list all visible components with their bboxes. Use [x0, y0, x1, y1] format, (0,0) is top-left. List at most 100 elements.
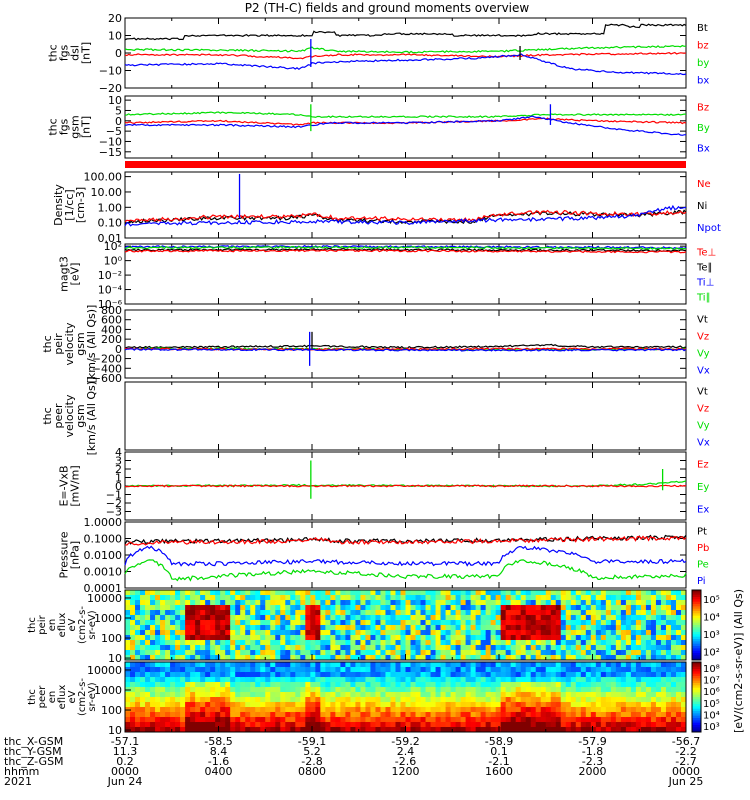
- spectrogram-cell: [490, 620, 497, 626]
- panel-ion_velocity: 8006004002000−200−400−600thcpeirvelocity…: [41, 304, 710, 385]
- spectrogram-cell: [325, 620, 331, 626]
- spectrogram-cell: [215, 595, 221, 601]
- spectrogram-cell: [135, 615, 141, 621]
- spectrogram-cell: [240, 712, 246, 718]
- spectrogram-cell: [335, 687, 341, 693]
- spectrogram-cell: [430, 722, 437, 728]
- spectrogram-cell: [305, 640, 311, 646]
- spectrogram-cell: [225, 662, 231, 668]
- spectrogram-cell: [385, 707, 391, 713]
- spectrogram-cell: [440, 697, 447, 703]
- spectrogram-cell: [385, 677, 391, 683]
- spectrogram-cell: [385, 702, 391, 708]
- spectrogram-cell: [570, 682, 577, 688]
- spectrogram-cell: [300, 590, 306, 596]
- spectrogram-cell: [560, 707, 567, 713]
- y-tick-label: −200: [92, 353, 122, 366]
- spectrogram-cell: [165, 605, 171, 611]
- spectrogram-cell: [240, 610, 246, 616]
- spectrogram-cell: [270, 712, 276, 718]
- colorbar-cell: [692, 622, 701, 626]
- spectrogram-cell: [610, 640, 617, 646]
- spectrogram-cell: [665, 635, 672, 641]
- spectrogram-cell: [200, 702, 206, 708]
- spectrogram-cell: [630, 605, 637, 611]
- spectrogram-cell: [225, 687, 231, 693]
- spectrogram-cell: [250, 672, 256, 678]
- spectrogram-cell: [525, 610, 532, 616]
- spectrogram-cell: [575, 600, 582, 606]
- spectrogram-cell: [505, 672, 512, 678]
- spectrogram-cell: [335, 650, 341, 656]
- spectrogram-cell: [425, 692, 432, 698]
- spectrogram-cell: [250, 620, 256, 626]
- spectrogram-cell: [295, 667, 301, 673]
- spectrogram-cell: [340, 605, 346, 611]
- spectrogram-cell: [340, 595, 346, 601]
- spectrogram-cell: [660, 672, 667, 678]
- colorbar-cell: [692, 590, 701, 593]
- spectrogram-cell: [665, 697, 672, 703]
- y-tick-label: −1: [106, 489, 122, 502]
- spectrogram-cell: [300, 655, 306, 661]
- spectrogram-cell: [290, 615, 296, 621]
- spectrogram-cell: [280, 712, 286, 718]
- spectrogram-cell: [175, 702, 181, 708]
- spectrogram-cell: [405, 707, 412, 713]
- spectrogram-cell: [630, 620, 637, 626]
- spectrogram-cell: [140, 600, 146, 606]
- spectrogram-cell: [215, 677, 221, 683]
- spectrogram-cell: [255, 687, 261, 693]
- colorbar-tick-label: 10⁴: [703, 711, 720, 722]
- spectrogram-cell: [290, 707, 296, 713]
- spectrogram-cell: [335, 662, 341, 668]
- spectrogram-cell: [395, 610, 401, 616]
- spectrogram-cell: [580, 625, 587, 631]
- colorbar-cell: [692, 653, 701, 656]
- spectrogram-cell: [155, 625, 161, 631]
- y-tick-label: 10000: [87, 592, 122, 605]
- spectrogram-cell: [155, 712, 161, 718]
- spectrogram-cell: [280, 610, 286, 616]
- spectrogram-cell: [170, 615, 176, 621]
- spectrogram-cell: [280, 662, 286, 668]
- spectrogram-cell: [315, 655, 321, 661]
- spectrogram-cell: [370, 702, 376, 708]
- spectrogram-cell: [350, 702, 356, 708]
- spectrogram-cell: [450, 595, 457, 601]
- spectrogram-cell: [200, 672, 206, 678]
- spectrogram-cell: [360, 687, 366, 693]
- spectrogram-cell: [335, 620, 341, 626]
- spectrogram-cell: [320, 697, 326, 703]
- spectrogram-cell: [375, 687, 381, 693]
- spectrogram-cell: [580, 677, 587, 683]
- colorbar-cell: [692, 634, 701, 638]
- y-axis-label-line: (cm2-s-: [77, 678, 88, 716]
- spectrogram-cell: [355, 630, 361, 636]
- spectrogram-cell: [185, 640, 191, 646]
- spectrogram-cell: [565, 712, 572, 718]
- spectrogram-cell: [285, 620, 291, 626]
- spectrogram-cell: [650, 615, 657, 621]
- spectrogram-cell: [540, 672, 547, 678]
- spectrogram-cell: [195, 590, 201, 596]
- spectrogram-cell: [635, 702, 642, 708]
- spectrogram-cell: [240, 620, 246, 626]
- spectrogram-cell: [480, 672, 487, 678]
- spectrogram-cell: [370, 722, 376, 728]
- spectrogram-cell: [255, 650, 261, 656]
- spectrogram-cell: [385, 605, 391, 611]
- spectrogram-cell: [410, 600, 417, 606]
- spectrogram-cell: [610, 600, 617, 606]
- spectrogram-cell: [550, 687, 557, 693]
- colorbar-cell: [692, 692, 701, 696]
- legend-entry: Vz: [697, 404, 709, 415]
- spectrogram-cell: [230, 635, 236, 641]
- spectrogram-cell: [400, 635, 406, 641]
- spectrogram-cell: [400, 640, 406, 646]
- spectrogram-cell: [480, 625, 487, 631]
- spectrogram-cell: [210, 702, 216, 708]
- spectrogram-cell: [470, 692, 477, 698]
- spectrogram-cell: [425, 712, 432, 718]
